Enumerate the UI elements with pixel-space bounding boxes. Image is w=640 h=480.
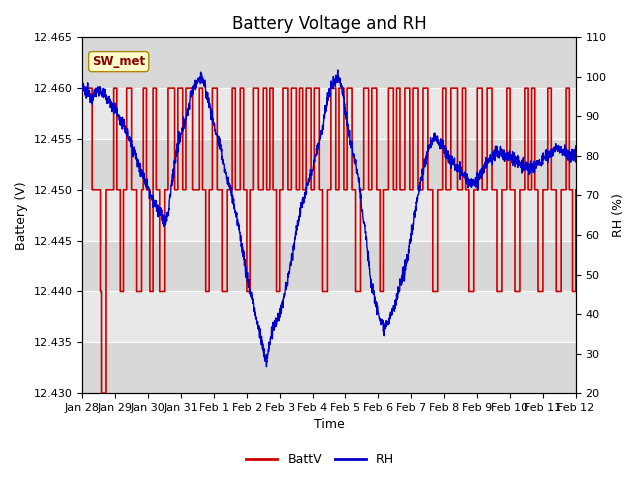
Bar <box>83 342 576 393</box>
Y-axis label: RH (%): RH (%) <box>612 193 625 237</box>
Text: SW_met: SW_met <box>92 55 145 68</box>
Bar <box>83 240 576 291</box>
Legend: BattV, RH: BattV, RH <box>241 448 399 471</box>
Bar <box>83 37 576 88</box>
Bar <box>83 139 576 190</box>
X-axis label: Time: Time <box>314 419 344 432</box>
Bar <box>83 190 576 240</box>
Y-axis label: Battery (V): Battery (V) <box>15 181 28 250</box>
Bar <box>83 88 576 139</box>
Title: Battery Voltage and RH: Battery Voltage and RH <box>232 15 426 33</box>
Bar <box>83 291 576 342</box>
